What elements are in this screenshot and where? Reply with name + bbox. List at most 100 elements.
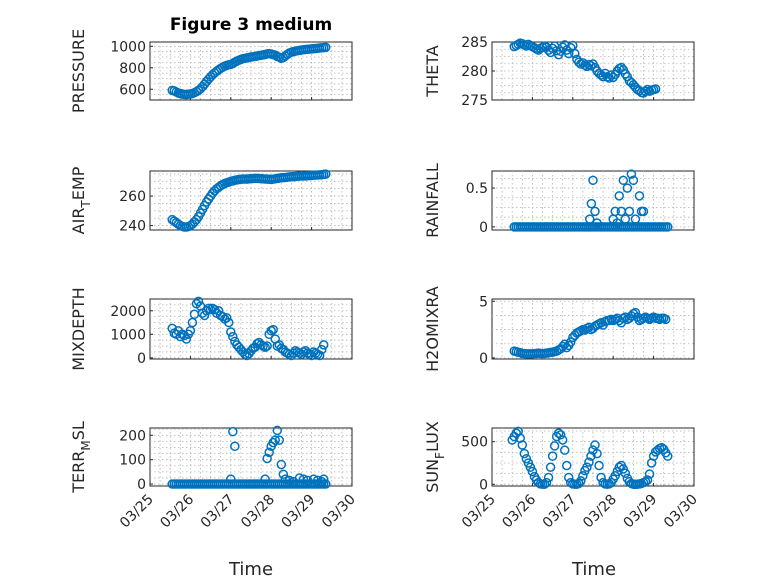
x-tick-label: 03/29 [621,492,661,532]
y-axis-label-text: TERR [69,451,88,494]
data-point [660,314,671,325]
data-point [193,296,204,307]
subplot-air-temp: 240 260 AIRTEMP [69,166,353,235]
data-point [274,435,285,445]
data-point [610,206,620,217]
y-axis-label-mixdepth: MIXDEPTH [69,287,88,370]
data-point [638,206,649,217]
data-point [561,460,572,471]
data-point [199,310,210,321]
data-point [662,222,673,232]
y-tick-label: 285 [461,35,488,51]
x-tick-label: 03/25 [117,492,157,532]
data-point [230,441,240,452]
subplot-rainfall: 0 0.5 RAINFALL [423,163,695,238]
y-axis-label-text: AIR [69,208,88,235]
data-point [553,428,564,438]
data-point [592,218,602,228]
data-point [557,341,568,352]
x-tick-label: 03/26 [157,491,197,531]
data-point [555,430,566,440]
y-axis-label-theta: THETA [423,45,442,97]
data-point [262,341,272,351]
y-axis-label-terr-msl: TERRMSL [69,421,93,494]
data-point [260,474,270,484]
data-point [622,183,633,193]
data-point [226,327,236,337]
data-point [642,475,653,485]
data-point [557,435,568,445]
x-tick-label: 03/29 [279,492,319,532]
y-axis-label-pressure: PRESSURE [69,29,88,113]
data-point [590,440,600,450]
y-axis-label-subscript: T [79,200,93,209]
data-point [584,457,594,467]
data-point [626,169,637,179]
data-point [226,474,236,484]
data-point [320,169,331,179]
data-point [620,312,631,322]
data-point [228,426,238,437]
data-point [276,459,287,470]
figure-title: Figure 3 medium [170,15,332,35]
data-point [618,175,629,186]
subplot-theta: 275 280 285 THETA [423,35,695,109]
data-point [320,42,331,53]
y-axis-label-tail: EMP [69,166,88,200]
y-axis-label-text: MIXDEPTH [69,287,88,370]
x-tick-label: 03/27 [198,492,238,532]
data-point [527,466,538,477]
subplot-pressure: 600 800 1000 PRESSURE [69,29,353,113]
data-point [586,451,596,461]
data-point [314,350,325,361]
data-point [278,469,289,480]
data-point [312,475,323,486]
subplot-sun-flux: 03/25 03/26 03/27 03/28 03/29 03/30 0 500 SUNFLU… [423,421,701,531]
data-point [298,474,309,484]
data-point [217,311,228,322]
subplot-terr-msl: 03/25 03/26 03/27 03/28 03/29 03/30 0 100 200 TER… [69,421,359,531]
data-point [650,84,661,94]
data-point [628,175,639,186]
data-point [549,441,560,451]
x-tick-label: 03/30 [319,492,359,532]
data-point [574,478,584,489]
data-point [570,48,580,59]
data-point [318,340,329,350]
data-point [547,451,558,461]
data-point [588,175,598,186]
x-axis-label-right: Time [571,559,616,580]
x-tick-label: 03/30 [661,492,701,532]
y-tick-label: 0 [479,220,488,236]
data-point [318,474,329,484]
y-tick-label: 0 [137,477,146,493]
data-point [630,307,641,318]
data-point [614,191,625,201]
y-tick-label: 0 [479,351,488,367]
data-point [228,331,238,342]
y-tick-label: 0.5 [466,181,488,197]
data-point [268,437,278,448]
y-axis-label-subscript: M [79,440,93,450]
data-point [272,425,283,436]
data-point [284,475,295,486]
subplot-h2omixra: 0 5 H2OMIXRA [423,286,695,372]
data-point [576,476,586,486]
y-axis-label-h2omixra: H2OMIXRA [423,286,442,372]
data-point [302,475,313,486]
y-axis-label-text: RAINFALL [423,163,442,238]
y-tick-label: 2000 [110,304,146,320]
data-point [662,451,673,461]
x-tick-label: 03/26 [499,491,539,531]
y-tick-label: 100 [119,453,146,469]
y-axis-label-sun-flux: SUNFLUX [423,421,447,493]
data-point [578,471,588,481]
data-point [592,448,602,459]
data-point [644,469,655,479]
data-point [585,214,595,224]
data-point [582,462,592,472]
y-tick-label: 200 [119,428,146,444]
y-tick-label: 1000 [110,327,146,343]
